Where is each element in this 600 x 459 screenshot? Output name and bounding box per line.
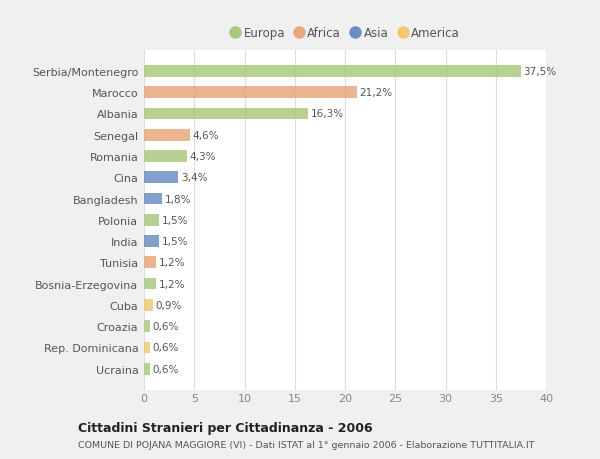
Text: 21,2%: 21,2% xyxy=(359,88,392,98)
Text: 1,2%: 1,2% xyxy=(158,279,185,289)
Bar xyxy=(144,129,190,141)
Bar xyxy=(144,320,150,332)
Legend: Europa, Africa, Asia, America: Europa, Africa, Asia, America xyxy=(226,22,464,45)
Text: 0,6%: 0,6% xyxy=(152,343,179,353)
Bar xyxy=(144,151,187,162)
Text: Cittadini Stranieri per Cittadinanza - 2006: Cittadini Stranieri per Cittadinanza - 2… xyxy=(78,421,373,435)
Text: 1,5%: 1,5% xyxy=(161,215,188,225)
Bar xyxy=(144,342,150,353)
Text: 0,6%: 0,6% xyxy=(152,364,179,374)
Bar xyxy=(144,172,178,184)
Bar xyxy=(144,87,357,99)
Text: 1,5%: 1,5% xyxy=(161,236,188,246)
Text: 0,6%: 0,6% xyxy=(152,321,179,331)
Bar xyxy=(144,236,159,247)
Bar xyxy=(144,257,156,269)
Text: 3,4%: 3,4% xyxy=(181,173,207,183)
Text: 1,8%: 1,8% xyxy=(164,194,191,204)
Text: 1,2%: 1,2% xyxy=(158,258,185,268)
Text: 4,3%: 4,3% xyxy=(190,151,216,162)
Bar xyxy=(144,66,521,78)
Bar xyxy=(144,299,153,311)
Text: 0,9%: 0,9% xyxy=(155,300,182,310)
Text: 4,6%: 4,6% xyxy=(193,130,219,140)
Bar xyxy=(144,193,162,205)
Bar xyxy=(144,363,150,375)
Text: 37,5%: 37,5% xyxy=(523,67,557,77)
Bar xyxy=(144,278,156,290)
Text: COMUNE DI POJANA MAGGIORE (VI) - Dati ISTAT al 1° gennaio 2006 - Elaborazione TU: COMUNE DI POJANA MAGGIORE (VI) - Dati IS… xyxy=(78,441,535,449)
Bar xyxy=(144,108,308,120)
Bar xyxy=(144,214,159,226)
Text: 16,3%: 16,3% xyxy=(310,109,343,119)
